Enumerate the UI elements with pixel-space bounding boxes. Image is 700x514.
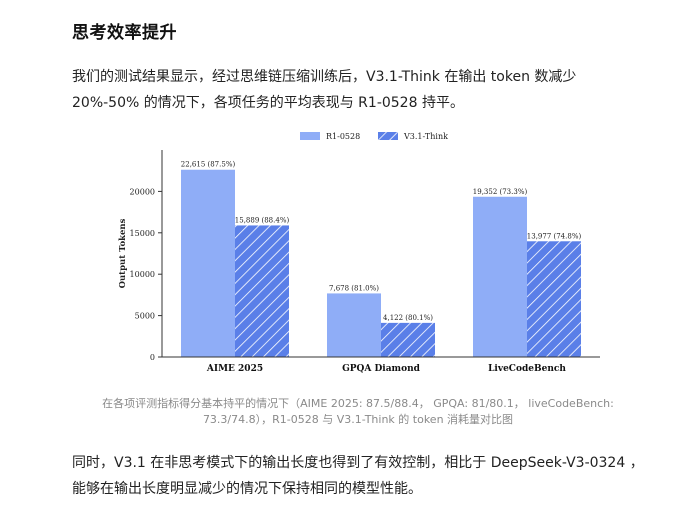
bar-value-label: 4,122 (80.1%): [383, 314, 433, 322]
y-tick-label: 20000: [130, 187, 155, 196]
x-category-label: AIME 2025: [206, 364, 263, 374]
bar-v31-think: [235, 225, 289, 357]
outro-paragraph: 同时，V3.1 在非思考模式下的输出长度也得到了有效控制，相比于 DeepSee…: [72, 455, 644, 497]
bar-value-label: 15,889 (88.4%): [235, 216, 290, 224]
y-tick-label: 15000: [130, 229, 155, 238]
bar-value-label: 13,977 (74.8%): [527, 232, 582, 240]
legend-label: V3.1-Think: [403, 132, 448, 141]
bar-value-label: 19,352 (73.3%): [473, 188, 528, 196]
chart-svg: 0 5000 10000 15000 20000 Output Tokens 22,615 …: [118, 132, 600, 374]
legend-label: R1-0528: [326, 132, 360, 141]
bar-value-label: 7,678 (81.0%): [329, 284, 379, 292]
y-axis-label: Output Tokens: [118, 218, 128, 288]
bar-value-label: 22,615 (87.5%): [181, 161, 236, 169]
y-tick-label: 10000: [130, 270, 155, 279]
bar-r1-0528: [181, 169, 235, 357]
intro-paragraph: 我们的测试结果显示，经过思维链压缩训练后，V3.1-Think 在输出 toke…: [72, 69, 577, 111]
x-category-label: LiveCodeBench: [488, 364, 566, 374]
bar-v31-think: [381, 322, 435, 357]
bar-v31-think: [527, 241, 581, 357]
legend-swatch: [378, 132, 398, 140]
token-usage-chart: 0 5000 10000 15000 20000 Output Tokens 22,615 …: [110, 125, 605, 383]
bar-r1-0528: [473, 196, 527, 357]
chart-caption: 在各项评测指标得分基本持平的情况下（AIME 2025: 87.5/88.4， …: [102, 397, 614, 426]
y-tick-label: 5000: [135, 312, 155, 321]
x-category-label: GPQA Diamond: [342, 364, 421, 374]
section-title: 思考效率提升: [72, 23, 177, 43]
bar-r1-0528: [327, 293, 381, 357]
y-tick-label: 0: [150, 353, 155, 362]
legend-swatch: [300, 132, 320, 140]
